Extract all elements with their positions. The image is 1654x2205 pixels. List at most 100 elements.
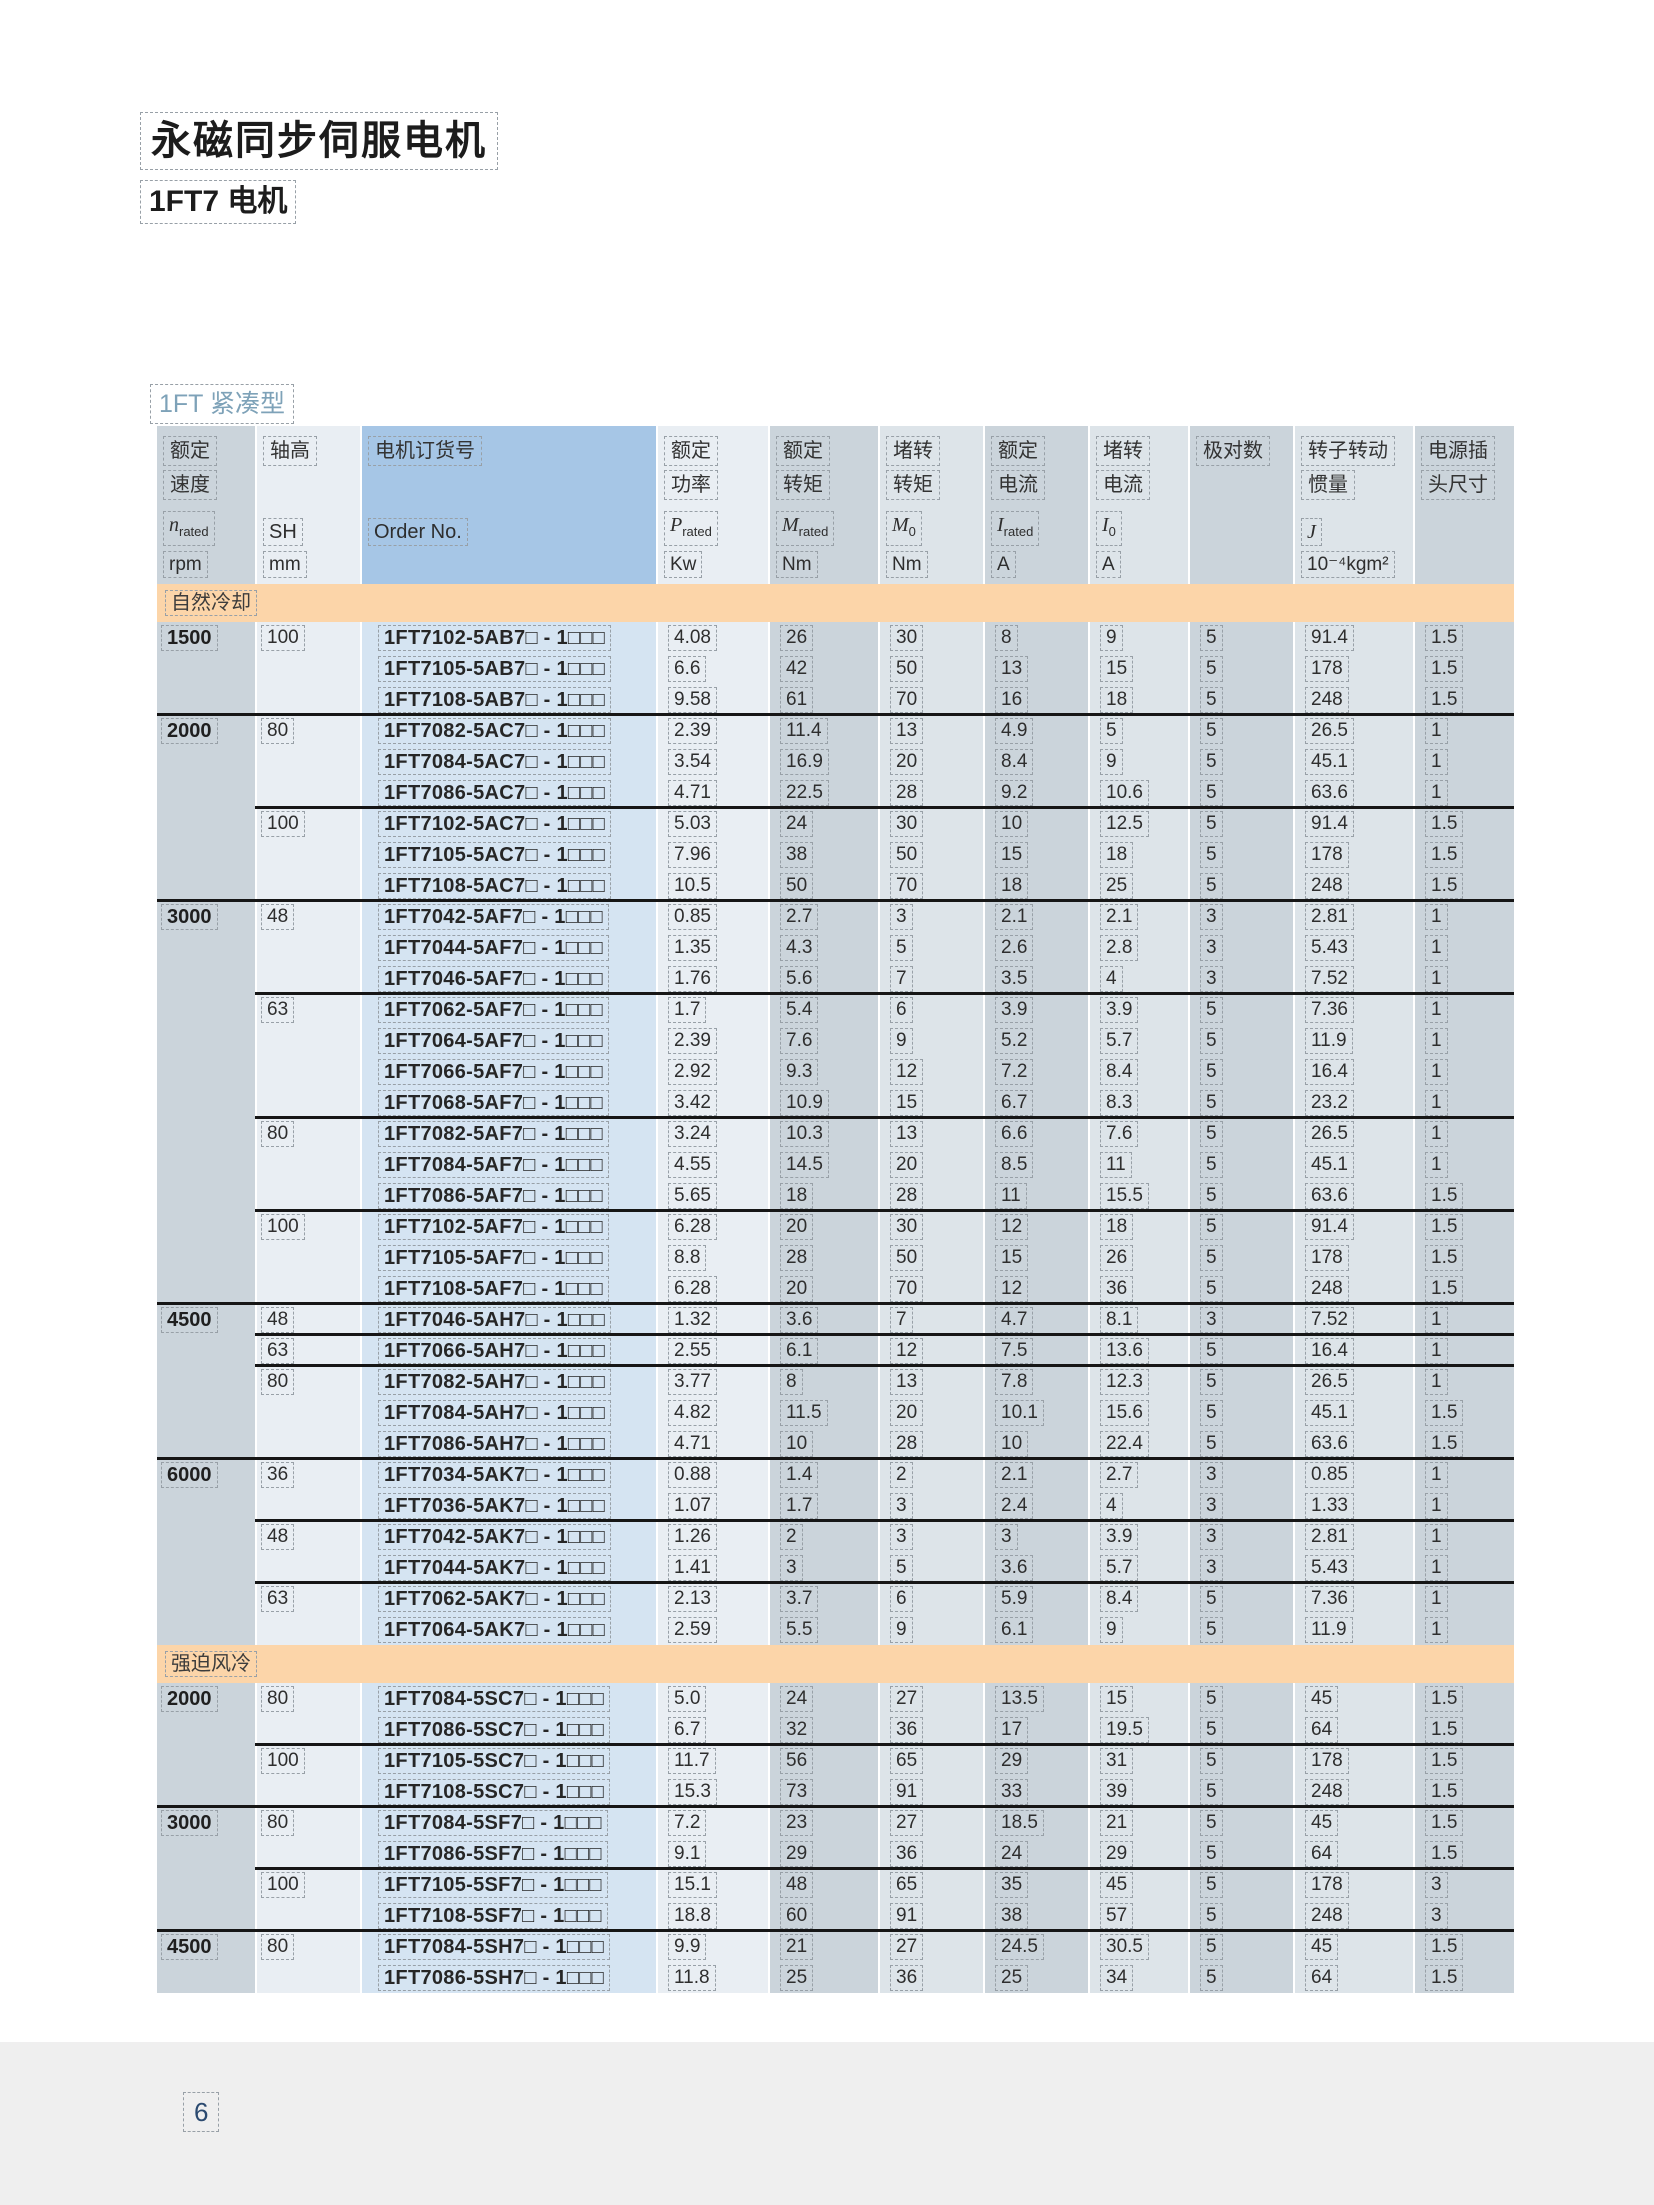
- cell-stall_current: 15.5: [1088, 1180, 1188, 1211]
- cell-speed: 2000: [157, 715, 255, 746]
- cell-pole_pairs: 3: [1188, 1304, 1293, 1335]
- cell-rated_power: 9.1: [656, 1838, 768, 1869]
- pole_pairs-value: 3: [1200, 1523, 1223, 1550]
- cell-shaft-height: [255, 1056, 360, 1087]
- stall_torque-value: 7: [890, 965, 913, 992]
- cell-rated_torque: 5.4: [768, 994, 878, 1025]
- cell-order-no: 1FT7066-5AH7□ - 1□□□: [360, 1335, 656, 1366]
- stall_current-value: 39: [1100, 1778, 1134, 1805]
- rated_current-value: 5.9: [995, 1585, 1034, 1612]
- cell-stall_current: 4: [1088, 1490, 1188, 1521]
- rotor_inertia-value: 2.81: [1305, 1523, 1354, 1550]
- cell-rated_torque: 73: [768, 1776, 878, 1807]
- order-no-value: 1FT7086-5AH7□ - 1□□□: [378, 1430, 612, 1457]
- cell-pole_pairs: 5: [1188, 1273, 1293, 1304]
- cell-rated_power: 15.3: [656, 1776, 768, 1807]
- column-label-line: 惯量: [1301, 470, 1355, 500]
- rated_power-value: 1.07: [668, 1492, 717, 1519]
- rated_power-value: 9.9: [668, 1933, 707, 1960]
- cell-rated_power: 6.6: [656, 653, 768, 684]
- cell-shaft-height: [255, 1614, 360, 1645]
- cell-rated_power: 3.77: [656, 1366, 768, 1397]
- cell-stall_current: 26: [1088, 1242, 1188, 1273]
- column-unit: A: [1096, 551, 1121, 578]
- cell-order-no: 1FT7084-5AH7□ - 1□□□: [360, 1397, 656, 1428]
- speed-value: 6000: [161, 1461, 218, 1488]
- cell-rated_power: 6.28: [656, 1211, 768, 1242]
- cell-rated_torque: 3: [768, 1552, 878, 1583]
- cell-rated_torque: 3.6: [768, 1304, 878, 1335]
- cell-stall_current: 31: [1088, 1745, 1188, 1776]
- cell-rated_power: 6.28: [656, 1273, 768, 1304]
- cell-rated_power: 3.24: [656, 1118, 768, 1149]
- cell-power_plug: 1.5: [1413, 839, 1514, 870]
- cell-speed: 2000: [157, 1683, 255, 1714]
- cell-power_plug: 1.5: [1413, 653, 1514, 684]
- stall_torque-value: 12: [890, 1058, 924, 1085]
- cell-rated_current: 13: [983, 653, 1088, 684]
- cell-order-no: 1FT7068-5AF7□ - 1□□□: [360, 1087, 656, 1118]
- column-symbol-text: I0: [1096, 511, 1122, 546]
- rated_current-value: 24.5: [995, 1933, 1044, 1960]
- pole_pairs-value: 5: [1200, 1337, 1223, 1364]
- column-unit-text: A: [1096, 551, 1121, 578]
- rated_power-value: 3.77: [668, 1368, 717, 1395]
- cell-stall_current: 25: [1088, 870, 1188, 901]
- cell-shaft-height: 48: [255, 1521, 360, 1552]
- cell-rated_current: 10: [983, 808, 1088, 839]
- cell-shaft-height: 80: [255, 1366, 360, 1397]
- power_plug-value: 1: [1425, 1120, 1448, 1147]
- cell-stall_current: 57: [1088, 1900, 1188, 1931]
- cell-pole_pairs: 5: [1188, 1714, 1293, 1745]
- cell-rated_power: 5.03: [656, 808, 768, 839]
- rated_power-value: 1.76: [668, 965, 717, 992]
- column-label: 堵转 转矩: [880, 426, 983, 500]
- cell-rated_torque: 11.4: [768, 715, 878, 746]
- stall_torque-value: 9: [890, 1027, 913, 1054]
- rated_power-value: 10.5: [668, 872, 717, 899]
- cell-shaft-height: [255, 1397, 360, 1428]
- stall_torque-value: 13: [890, 1120, 924, 1147]
- rated_power-value: 7.96: [668, 841, 717, 868]
- cell-power_plug: 1: [1413, 1025, 1514, 1056]
- stall_torque-value: 70: [890, 1275, 924, 1302]
- rated_current-value: 18: [995, 872, 1029, 899]
- cell-rated_torque: 7.6: [768, 1025, 878, 1056]
- rotor_inertia-value: 63.6: [1305, 1430, 1354, 1457]
- stall_current-value: 5: [1100, 717, 1123, 744]
- cell-stall_torque: 27: [878, 1807, 983, 1838]
- order-no-value: 1FT7102-5AB7□ - 1□□□: [378, 624, 612, 651]
- speed-value: 2000: [161, 717, 218, 744]
- cell-shaft-height: [255, 1714, 360, 1745]
- page-number-text: 6: [183, 2092, 220, 2132]
- table-row: 1FT7105-5AF7□ - 1□□□ 8.8 28 50 15 26 5 178 1.5: [157, 1242, 1514, 1273]
- page-subtitle-text: 1FT7 电机: [140, 180, 297, 224]
- rated_torque-value: 16.9: [780, 748, 829, 775]
- cell-stall_torque: 7: [878, 1304, 983, 1335]
- stall_current-value: 15.6: [1100, 1399, 1149, 1426]
- cell-order-no: 1FT7064-5AF7□ - 1□□□: [360, 1025, 656, 1056]
- cell-power_plug: 1: [1413, 1614, 1514, 1645]
- header-cell-rated_power: 额定 功率 Prated Kw: [656, 426, 768, 584]
- rotor_inertia-value: 45.1: [1305, 1399, 1354, 1426]
- cell-order-no: 1FT7064-5AK7□ - 1□□□: [360, 1614, 656, 1645]
- pole_pairs-value: 5: [1200, 872, 1223, 899]
- cell-pole_pairs: 5: [1188, 1056, 1293, 1087]
- cell-speed: [157, 1242, 255, 1273]
- cell-shaft-height: [255, 1242, 360, 1273]
- rated_power-value: 7.2: [668, 1809, 707, 1836]
- power_plug-value: 1.5: [1425, 1430, 1464, 1457]
- pole_pairs-value: 5: [1200, 1809, 1223, 1836]
- cell-rotor_inertia: 248: [1293, 1900, 1413, 1931]
- cell-stall_torque: 30: [878, 808, 983, 839]
- cell-rotor_inertia: 7.52: [1293, 963, 1413, 994]
- rated_power-value: 15.1: [668, 1871, 717, 1898]
- footer-band: [0, 2042, 1654, 2205]
- rotor_inertia-value: 248: [1305, 686, 1349, 713]
- pole_pairs-value: 5: [1200, 1399, 1223, 1426]
- cell-rotor_inertia: 16.4: [1293, 1056, 1413, 1087]
- power_plug-value: 1: [1425, 1492, 1448, 1519]
- cell-rated_current: 2.4: [983, 1490, 1088, 1521]
- stall_current-value: 15.5: [1100, 1182, 1149, 1209]
